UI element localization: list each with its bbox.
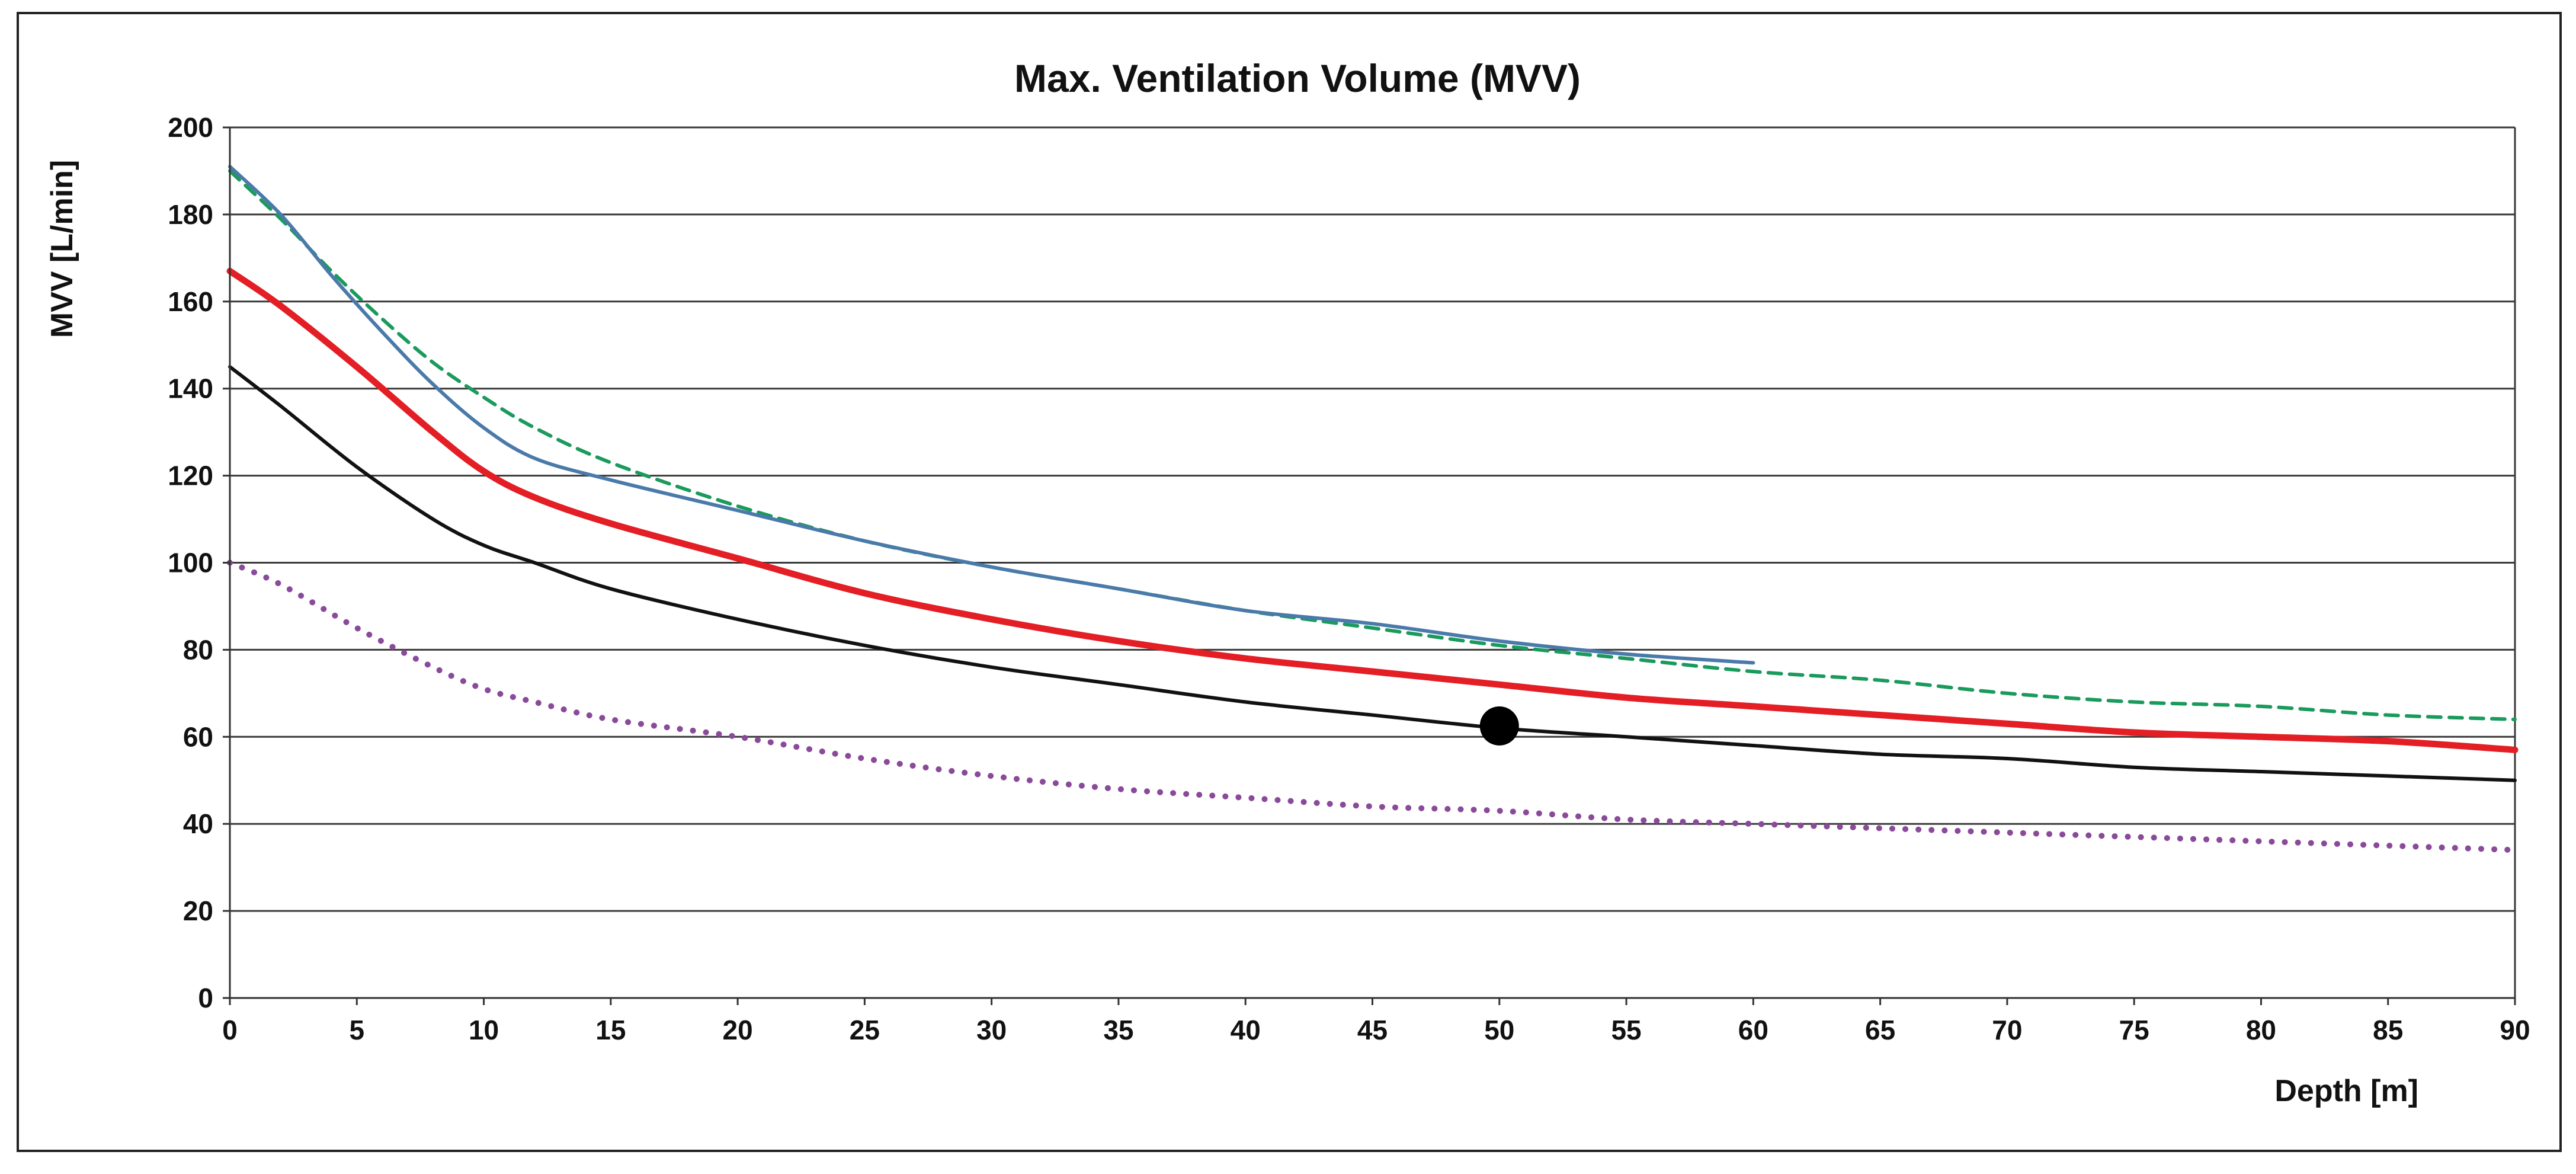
x-tick-label-90: 90 (2500, 1015, 2530, 1045)
chart-title: Max. Ventilation Volume (MVV) (1014, 56, 1581, 100)
y-tick-label-180: 180 (168, 199, 213, 230)
x-tick-label-45: 45 (1357, 1015, 1388, 1045)
x-tick-label-85: 85 (2373, 1015, 2403, 1045)
y-tick-label-140: 140 (168, 373, 213, 404)
series-black (228, 364, 2517, 782)
y-tick-label-80: 80 (183, 634, 213, 665)
series-red (226, 267, 2519, 753)
x-tick-label-25: 25 (850, 1015, 880, 1045)
x-tick-label-65: 65 (1865, 1015, 1895, 1045)
series-green-dashed (228, 169, 2517, 721)
series-blue (228, 165, 1755, 665)
marker-point-at-50m (1479, 706, 1519, 746)
x-tick-label-0: 0 (222, 1015, 238, 1045)
y-tick-label-200: 200 (168, 112, 213, 143)
y-tick-label-0: 0 (198, 983, 213, 1013)
x-tick-label-30: 30 (976, 1015, 1007, 1045)
y-tick-label-40: 40 (183, 808, 213, 839)
y-tick-labels: 0 20 40 60 80 100 120 140 160 180 200 (168, 112, 213, 1013)
y-tick-label-20: 20 (183, 895, 213, 926)
x-tick-label-50: 50 (1484, 1015, 1514, 1045)
axis-layer (223, 126, 2516, 1005)
grid-layer (230, 126, 2516, 998)
chart-frame (17, 12, 2562, 1152)
series-purple-dotted (227, 559, 2518, 853)
y-tick-label-160: 160 (168, 286, 213, 317)
x-tick-label-15: 15 (595, 1015, 626, 1045)
x-tick-label-20: 20 (723, 1015, 753, 1045)
marker-layer (1479, 706, 1519, 746)
series-layer (226, 165, 2519, 853)
x-tick-label-75: 75 (2119, 1015, 2149, 1045)
y-tick-label-100: 100 (168, 548, 213, 578)
x-tick-label-80: 80 (2246, 1015, 2276, 1045)
y-tick-label-60: 60 (183, 721, 213, 752)
x-tick-label-35: 35 (1103, 1015, 1133, 1045)
x-tick-label-60: 60 (1738, 1015, 1768, 1045)
x-tick-labels: 0 5 10 15 20 25 30 35 40 45 50 55 60 65 70 75 80 85 90 (222, 1015, 2530, 1045)
y-axis-title: MVV [L/min] (45, 160, 79, 338)
x-tick-label-5: 5 (349, 1015, 364, 1045)
x-tick-label-10: 10 (469, 1015, 499, 1045)
x-tick-label-70: 70 (1992, 1015, 2022, 1045)
y-tick-label-120: 120 (168, 460, 213, 491)
x-tick-label-40: 40 (1231, 1015, 1261, 1045)
x-axis-title: Depth [m] (2274, 1074, 2418, 1108)
x-tick-label-55: 55 (1611, 1015, 1641, 1045)
